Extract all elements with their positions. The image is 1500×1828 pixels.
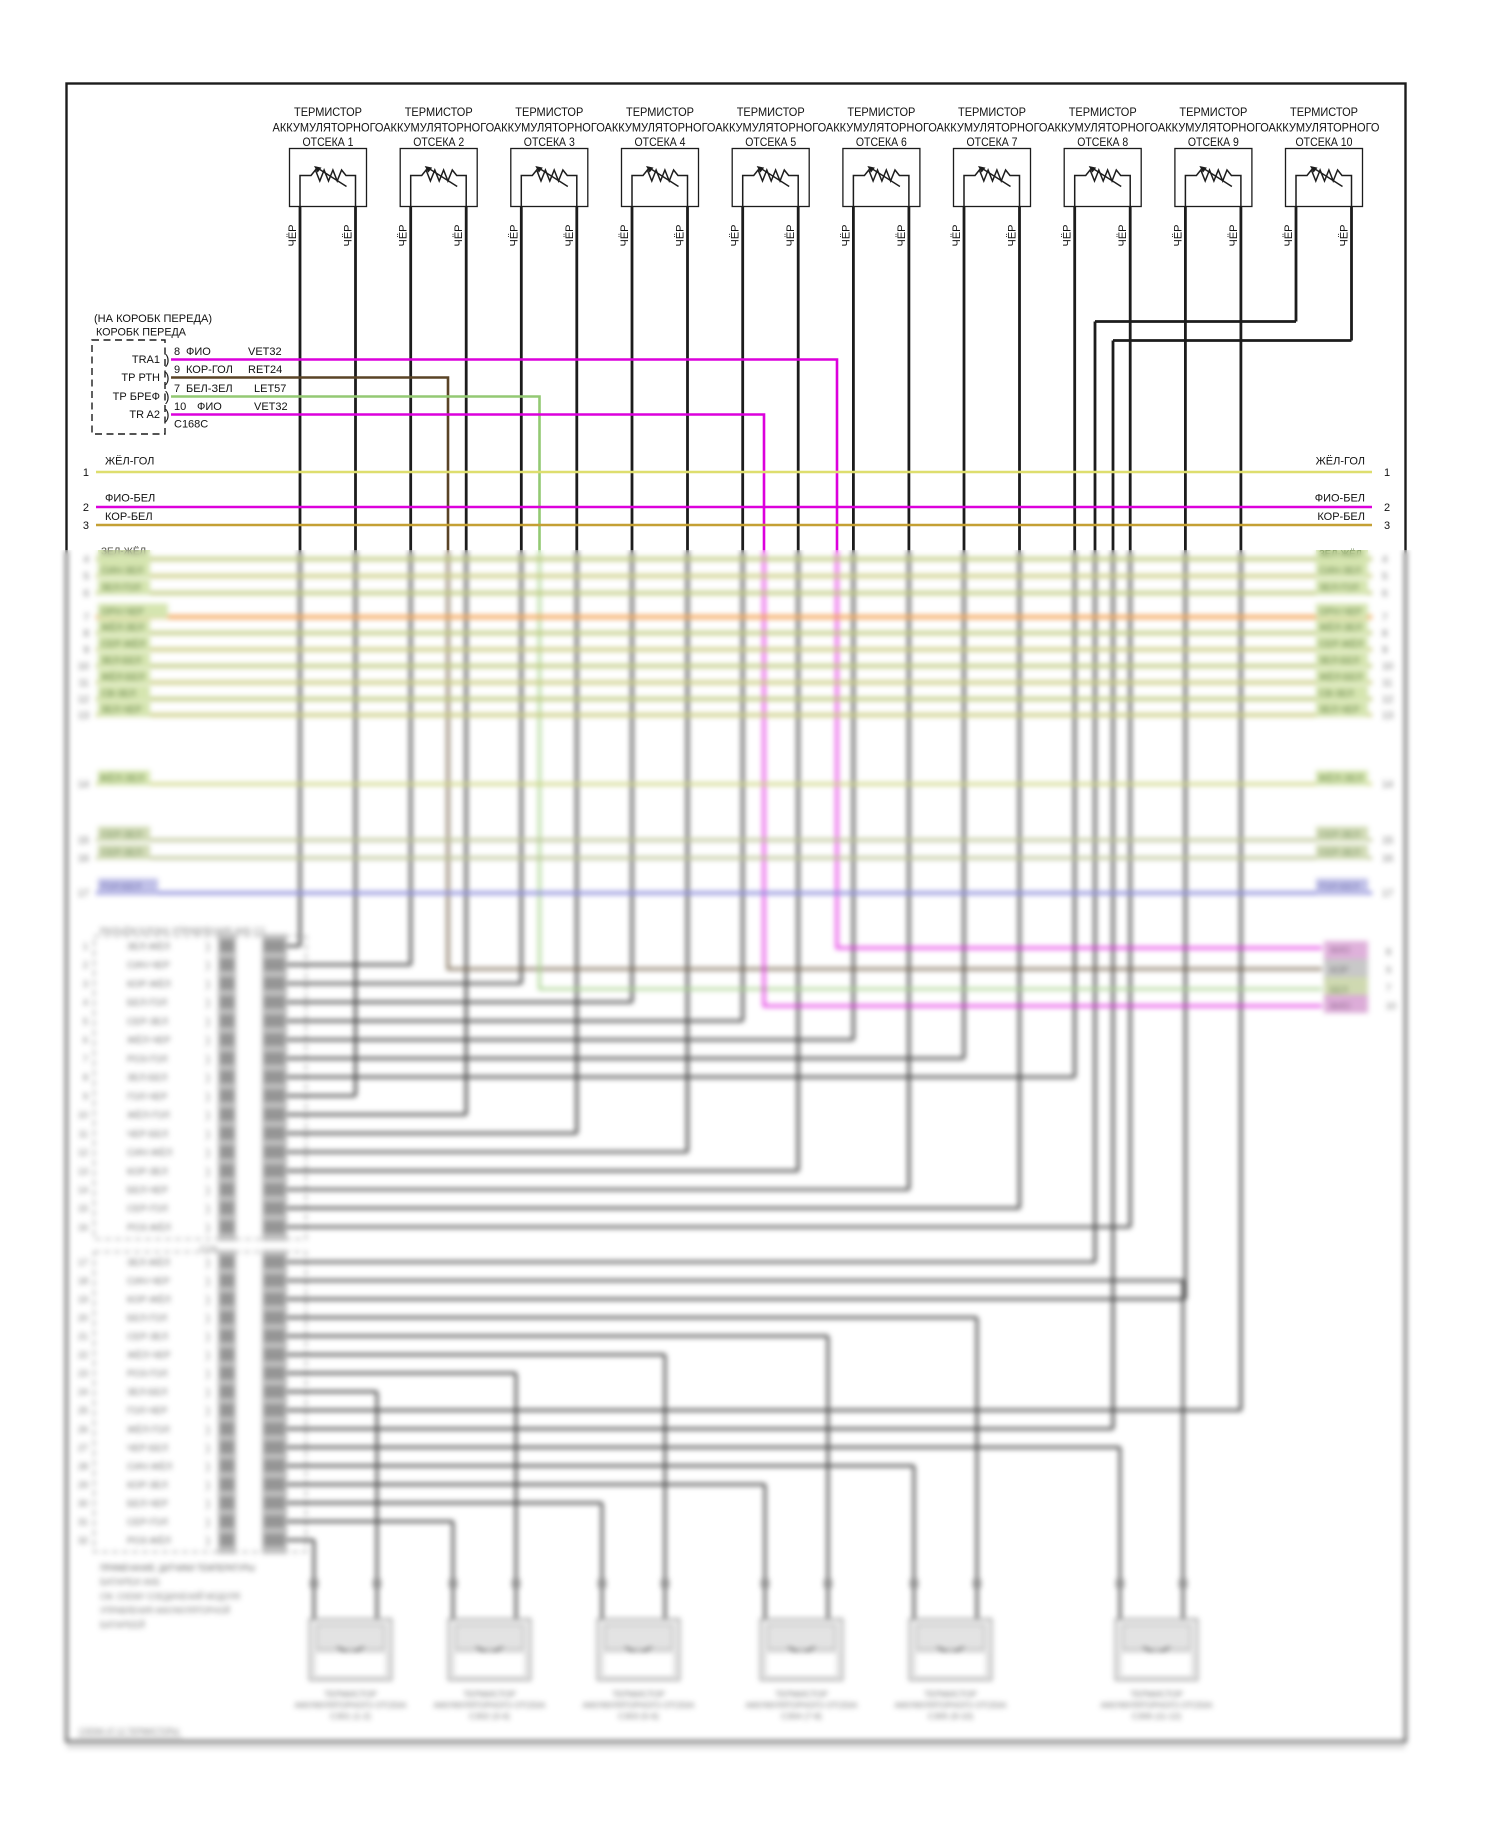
svg-text:ФИО-БЕЛ: ФИО-БЕЛ	[105, 493, 155, 505]
svg-text:): )	[165, 407, 170, 422]
svg-text:АККУМУЛЯТОРНОГО: АККУМУЛЯТОРНОГО	[1158, 123, 1269, 135]
svg-text:ОТСЕКА 7: ОТСЕКА 7	[967, 137, 1018, 149]
svg-text:АККУМУЛЯТОРНОГО: АККУМУЛЯТОРНОГО	[1269, 123, 1380, 135]
svg-text:ТР БРЕФ: ТР БРЕФ	[113, 391, 160, 403]
svg-text:ТЕРМИСТОР: ТЕРМИСТОР	[958, 107, 1026, 119]
svg-text:ЧЁР: ЧЁР	[896, 224, 908, 246]
svg-text:БЕЛ-ЗЕЛ: БЕЛ-ЗЕЛ	[186, 383, 233, 395]
svg-text:ТЕРМИСТОР: ТЕРМИСТОР	[1290, 107, 1358, 119]
svg-text:TRA1: TRA1	[132, 354, 160, 366]
svg-text:): )	[165, 389, 170, 404]
svg-text:1: 1	[83, 467, 89, 479]
svg-text:2: 2	[83, 502, 89, 514]
svg-text:ФИО-БЕЛ: ФИО-БЕЛ	[1315, 493, 1365, 505]
svg-text:ЧЁР: ЧЁР	[840, 224, 852, 246]
svg-text:ОТСЕКА 6: ОТСЕКА 6	[856, 137, 907, 149]
svg-text:КОР-БЕЛ: КОР-БЕЛ	[1317, 511, 1365, 523]
svg-text:ЧЁР: ЧЁР	[508, 224, 520, 246]
svg-text:ТЕРМИСТОР: ТЕРМИСТОР	[737, 107, 805, 119]
svg-text:8: 8	[174, 346, 180, 358]
svg-text:ЧЁР: ЧЁР	[785, 224, 797, 246]
svg-text:КОР-БЕЛ: КОР-БЕЛ	[105, 511, 153, 523]
svg-text:ОТСЕКА 9: ОТСЕКА 9	[1188, 137, 1239, 149]
svg-text:ОТСЕКА 10: ОТСЕКА 10	[1296, 137, 1353, 149]
svg-text:ЧЁР: ЧЁР	[1228, 224, 1240, 246]
svg-text:АККУМУЛЯТОРНОГО: АККУМУЛЯТОРНОГО	[494, 123, 605, 135]
svg-text:ОТСЕКА 4: ОТСЕКА 4	[635, 137, 687, 149]
svg-text:7: 7	[174, 383, 180, 395]
svg-text:3: 3	[83, 520, 89, 532]
svg-text:ТЕРМИСТОР: ТЕРМИСТОР	[515, 107, 583, 119]
svg-text:ЧЁР: ЧЁР	[1007, 224, 1019, 246]
svg-text:ЧЁР: ЧЁР	[1283, 224, 1295, 246]
svg-text:ОТСЕКА 5: ОТСЕКА 5	[745, 137, 796, 149]
svg-text:ЧЁР: ЧЁР	[1117, 224, 1129, 246]
svg-text:ЖЁЛ-ГОЛ: ЖЁЛ-ГОЛ	[105, 456, 154, 468]
svg-text:C168C: C168C	[174, 419, 208, 431]
svg-text:АККУМУЛЯТОРНОГО: АККУМУЛЯТОРНОГО	[826, 123, 937, 135]
svg-text:АККУМУЛЯТОРНОГО: АККУМУЛЯТОРНОГО	[715, 123, 826, 135]
svg-text:ЖЁЛ-ГОЛ: ЖЁЛ-ГОЛ	[1316, 456, 1365, 468]
svg-text:КОРОБК ПЕРЕДА: КОРОБК ПЕРЕДА	[96, 327, 187, 339]
svg-text:(НА КОРОБК ПЕРЕДА): (НА КОРОБК ПЕРЕДА)	[94, 313, 212, 325]
svg-text:АККУМУЛЯТОРНОГО: АККУМУЛЯТОРНОГО	[1047, 123, 1158, 135]
svg-text:RET24: RET24	[248, 364, 282, 376]
svg-text:ЧЁР: ЧЁР	[1062, 224, 1074, 246]
svg-text:ЧЁР: ЧЁР	[453, 224, 465, 246]
svg-text:): )	[165, 370, 170, 385]
svg-text:ОТСЕКА 2: ОТСЕКА 2	[413, 137, 464, 149]
svg-text:ФИО: ФИО	[186, 346, 211, 358]
svg-text:ЧЁР: ЧЁР	[287, 224, 299, 246]
svg-text:ТЕРМИСТОР: ТЕРМИСТОР	[626, 107, 694, 119]
svg-text:ЧЁР: ЧЁР	[1172, 224, 1184, 246]
svg-text:ТЕРМИСТОР: ТЕРМИСТОР	[1179, 107, 1247, 119]
svg-text:ЧЁР: ЧЁР	[730, 224, 742, 246]
svg-text:LET57: LET57	[254, 383, 286, 395]
svg-text:ТЕРМИСТОР: ТЕРМИСТОР	[847, 107, 915, 119]
svg-text:АККУМУЛЯТОРНОГО: АККУМУЛЯТОРНОГО	[605, 123, 716, 135]
svg-text:ЧЁР: ЧЁР	[1339, 224, 1351, 246]
svg-text:ОТСЕКА 3: ОТСЕКА 3	[524, 137, 575, 149]
svg-text:10: 10	[174, 401, 186, 413]
svg-text:ЧЁР: ЧЁР	[619, 224, 631, 246]
svg-text:3: 3	[1384, 520, 1390, 532]
svg-text:): )	[165, 352, 170, 367]
svg-text:ТЕРМИСТОР: ТЕРМИСТОР	[1069, 107, 1137, 119]
svg-text:АККУМУЛЯТОРНОГО: АККУМУЛЯТОРНОГО	[937, 123, 1048, 135]
svg-text:ЧЁР: ЧЁР	[564, 224, 576, 246]
svg-text:ТР РТН: ТР РТН	[121, 372, 160, 384]
svg-text:КОР-ГОЛ: КОР-ГОЛ	[186, 364, 233, 376]
svg-text:ЧЁР: ЧЁР	[951, 224, 963, 246]
svg-text:ОТСЕКА 8: ОТСЕКА 8	[1077, 137, 1128, 149]
svg-text:ЧЁР: ЧЁР	[675, 224, 687, 246]
svg-text:АККУМУЛЯТОРНОГО: АККУМУЛЯТОРНОГО	[273, 123, 384, 135]
svg-text:ТЕРМИСТОР: ТЕРМИСТОР	[405, 107, 473, 119]
svg-text:9: 9	[174, 364, 180, 376]
svg-text:TR A2: TR A2	[129, 409, 160, 421]
svg-text:ЧЁР: ЧЁР	[398, 224, 410, 246]
svg-text:ЧЁР: ЧЁР	[343, 224, 355, 246]
svg-text:VET32: VET32	[254, 401, 288, 413]
svg-text:2: 2	[1384, 502, 1390, 514]
svg-text:VET32: VET32	[248, 346, 282, 358]
svg-text:ФИО: ФИО	[197, 401, 222, 413]
svg-text:ОТСЕКА 1: ОТСЕКА 1	[303, 137, 354, 149]
svg-text:АККУМУЛЯТОРНОГО: АККУМУЛЯТОРНОГО	[383, 123, 494, 135]
svg-text:ТЕРМИСТОР: ТЕРМИСТОР	[294, 107, 362, 119]
svg-text:1: 1	[1384, 467, 1390, 479]
